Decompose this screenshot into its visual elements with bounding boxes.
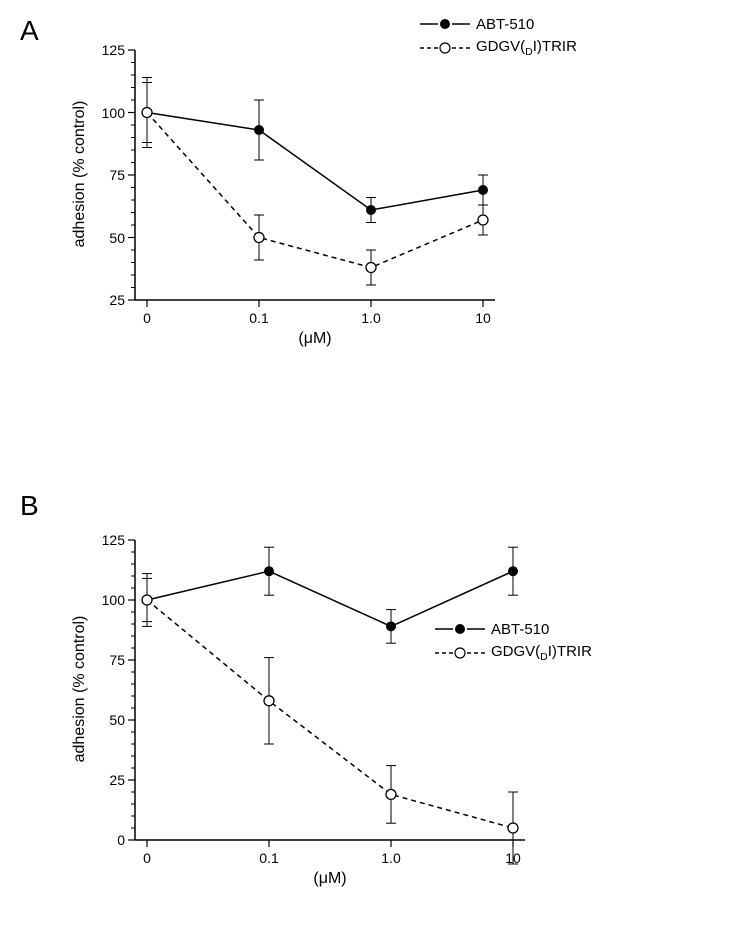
xlabel-a: (μM) — [135, 330, 495, 348]
plot-a — [135, 50, 495, 300]
legend-row-gdgv: GDGV(DI)TRIR — [420, 39, 577, 57]
figure: A 255075100125 00.11.010 adhesion (% con… — [0, 0, 736, 952]
panel-label-b: B — [20, 490, 39, 522]
xtick-label: 0.1 — [249, 850, 289, 866]
ytick-label: 125 — [95, 532, 125, 548]
legend-label-abt510-b: ABT-510 — [491, 621, 549, 638]
ytick-label: 25 — [95, 292, 125, 308]
ytick-label: 50 — [95, 712, 125, 728]
legend-label-gdgv-b: GDGV(DI)TRIR — [491, 643, 592, 663]
panel-label-a: A — [20, 15, 39, 47]
legend-a: ABT-510 GDGV(DI)TRIR — [420, 15, 577, 63]
legend-row-abt510: ABT-510 — [420, 15, 577, 33]
xtick-label: 0.1 — [239, 310, 279, 326]
xtick-label: 0 — [127, 850, 167, 866]
legend-marker-open — [420, 39, 470, 57]
ytick-label: 50 — [95, 230, 125, 246]
ytick-label: 100 — [95, 105, 125, 121]
ytick-label: 100 — [95, 592, 125, 608]
xtick-label: 1.0 — [371, 850, 411, 866]
legend-marker-filled — [420, 15, 470, 33]
legend-marker-open-b — [435, 644, 485, 662]
legend-marker-filled-b — [435, 620, 485, 638]
plot-b — [135, 540, 525, 840]
legend-b: ABT-510 GDGV(DI)TRIR — [435, 620, 592, 668]
legend-label-gdgv: GDGV(DI)TRIR — [476, 38, 577, 58]
xtick-label: 10 — [493, 850, 533, 866]
legend-row-abt510-b: ABT-510 — [435, 620, 592, 638]
ytick-label: 75 — [95, 652, 125, 668]
xlabel-b: (μM) — [135, 870, 525, 888]
ytick-label: 125 — [95, 42, 125, 58]
ytick-label: 25 — [95, 772, 125, 788]
ylabel-a: adhesion (% control) — [71, 94, 89, 254]
legend-label-abt510: ABT-510 — [476, 16, 534, 33]
xtick-label: 0 — [127, 310, 167, 326]
ytick-label: 0 — [95, 832, 125, 848]
legend-row-gdgv-b: GDGV(DI)TRIR — [435, 644, 592, 662]
ylabel-b: adhesion (% control) — [71, 609, 89, 769]
xtick-label: 1.0 — [351, 310, 391, 326]
ytick-label: 75 — [95, 167, 125, 183]
xtick-label: 10 — [463, 310, 503, 326]
